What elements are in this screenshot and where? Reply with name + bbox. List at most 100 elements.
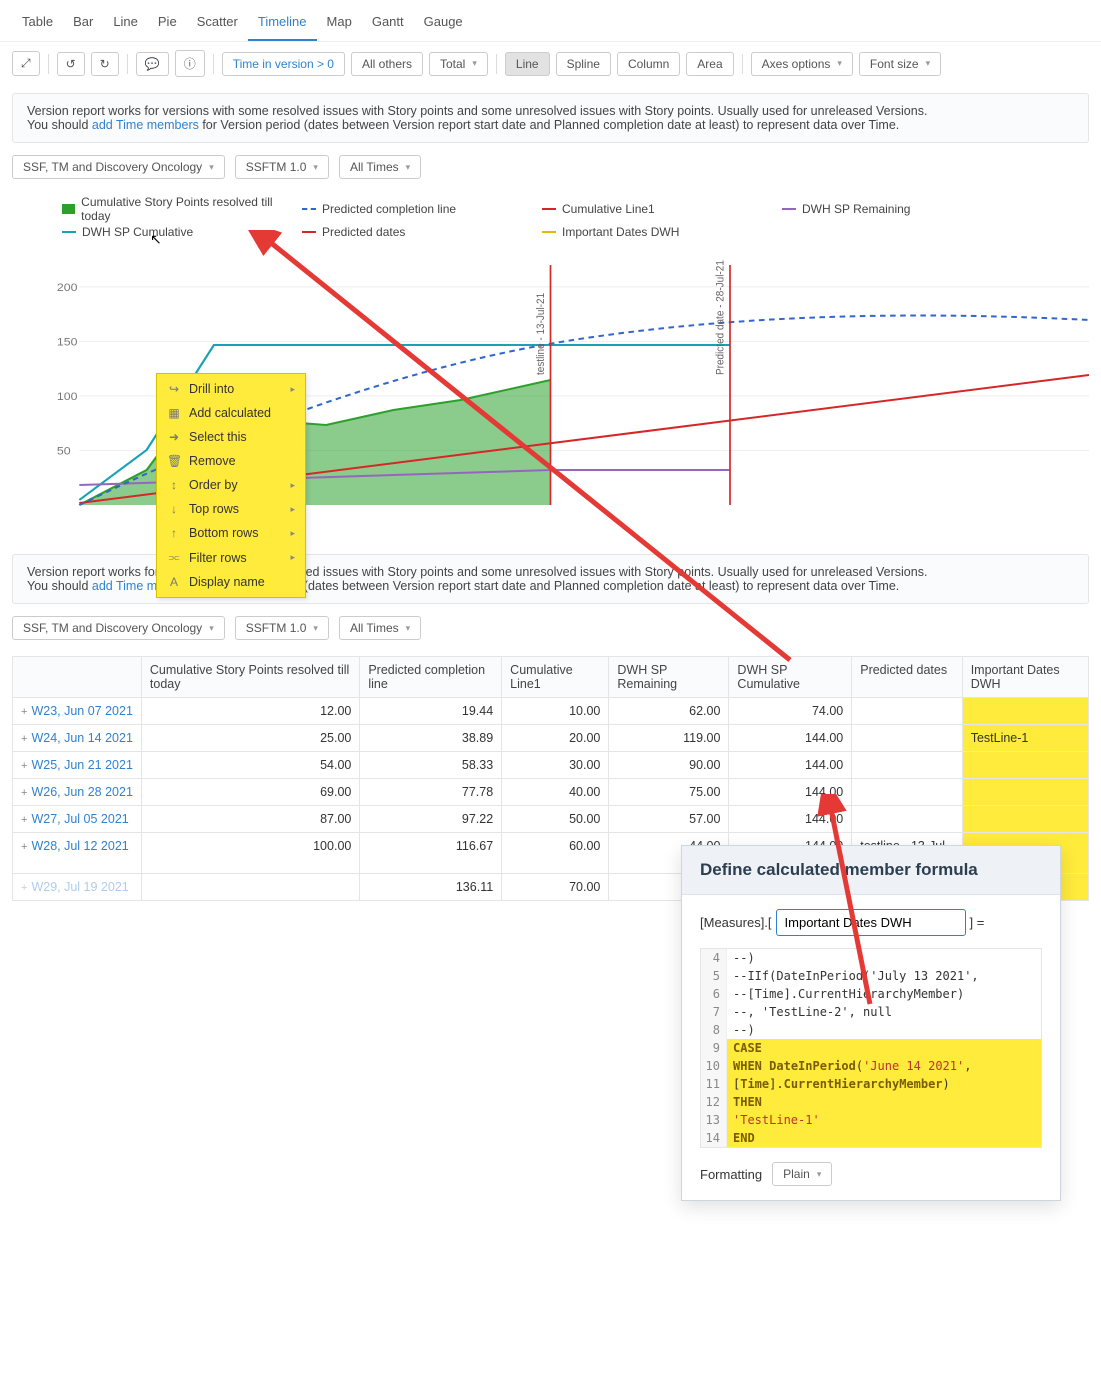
cell [852, 752, 962, 779]
ctx-bottom-rows[interactable]: ↑Bottom rows▸ [157, 521, 305, 545]
cell [852, 806, 962, 833]
cell: 69.00 [141, 779, 359, 806]
font-size-button[interactable]: Font size [859, 52, 941, 76]
ctx-remove[interactable]: 🗑Remove [157, 449, 305, 473]
code-editor[interactable]: 4--)5--IIf(DateInPeriod('July 13 2021',6… [700, 948, 1042, 1148]
tab-timeline[interactable]: Timeline [248, 8, 317, 41]
col-header[interactable]: Predicted completion line [360, 657, 502, 698]
ctx-drill-into[interactable]: ↪Drill into▸ [157, 377, 305, 401]
cell: 62.00 [609, 698, 729, 725]
tab-gauge[interactable]: Gauge [414, 8, 473, 41]
axes-options-button[interactable]: Axes options [751, 52, 853, 76]
col-header[interactable]: Important Dates DWH [962, 657, 1088, 698]
line-mode-button[interactable]: Line [505, 52, 550, 76]
cell: 10.00 [502, 698, 609, 725]
svg-text:50: 50 [57, 445, 71, 457]
legend-item[interactable]: DWH SP Cumulative [62, 225, 292, 239]
col-header[interactable]: DWH SP Cumulative [729, 657, 852, 698]
ctx-add-calculated[interactable]: ▦Add calculated [157, 401, 305, 425]
row-label[interactable]: W24, Jun 14 2021 [13, 725, 142, 752]
tab-table[interactable]: Table [12, 8, 63, 41]
info-icon[interactable]: ⓘ [175, 50, 205, 77]
cell: 90.00 [609, 752, 729, 779]
add-time-members-link[interactable]: add Time members [92, 118, 199, 132]
measure-prefix: [Measures].[ [700, 915, 772, 930]
comment-icon[interactable]: 💬 [136, 52, 169, 76]
cell [852, 779, 962, 806]
context-menu: ↪Drill into▸▦Add calculated➜Select this🗑… [156, 373, 306, 598]
row-label[interactable]: W23, Jun 07 2021 [13, 698, 142, 725]
col-header[interactable]: Cumulative Line1 [502, 657, 609, 698]
cell: 87.00 [141, 806, 359, 833]
table-row: W24, Jun 14 202125.0038.8920.00119.00144… [13, 725, 1089, 752]
legend-item[interactable]: Important Dates DWH [542, 225, 772, 239]
ctx-icon: ↑ [167, 526, 181, 540]
legend-item[interactable]: Predicted completion line [302, 195, 532, 223]
cell: 60.00 [502, 833, 609, 874]
page-filter-2[interactable]: SSFTM 1.0 [235, 155, 329, 179]
total-button[interactable]: Total [429, 52, 488, 76]
col-header[interactable]: DWH SP Remaining [609, 657, 729, 698]
cell [962, 698, 1088, 725]
table-row: W25, Jun 21 202154.0058.3330.0090.00144.… [13, 752, 1089, 779]
svg-text:200: 200 [57, 281, 78, 293]
spline-mode-button[interactable]: Spline [556, 52, 611, 76]
tab-scatter[interactable]: Scatter [187, 8, 248, 41]
ctx-icon: 🗑 [167, 454, 181, 468]
cell: 144.00 [729, 725, 852, 752]
all-others-button[interactable]: All others [351, 52, 423, 76]
ctx-filter-rows[interactable]: ⫗Filter rows▸ [157, 545, 305, 570]
area-mode-button[interactable]: Area [686, 52, 733, 76]
ctx-top-rows[interactable]: ↓Top rows▸ [157, 497, 305, 521]
legend: Cumulative Story Points resolved till to… [62, 195, 1089, 239]
page-filter-1[interactable]: SSF, TM and Discovery Oncology [12, 155, 225, 179]
tab-map[interactable]: Map [317, 8, 362, 41]
col-header[interactable] [13, 657, 142, 698]
page-filter-3b[interactable]: All Times [339, 616, 421, 640]
toolbar: ⤢ ↺ ↻ 💬 ⓘ Time in version > 0 All others… [0, 42, 1101, 85]
col-header[interactable]: Cumulative Story Points resolved till to… [141, 657, 359, 698]
cell: 100.00 [141, 833, 359, 874]
col-header[interactable]: Predicted dates [852, 657, 962, 698]
cell: 77.78 [360, 779, 502, 806]
page-filter-1b[interactable]: SSF, TM and Discovery Oncology [12, 616, 225, 640]
row-label[interactable]: W29, Jul 19 2021 [13, 874, 142, 901]
column-mode-button[interactable]: Column [617, 52, 680, 76]
tab-bar[interactable]: Bar [63, 8, 103, 41]
row-label[interactable]: W28, Jul 12 2021 [13, 833, 142, 874]
ctx-display-name[interactable]: ADisplay name [157, 570, 305, 594]
redo-icon[interactable]: ↻ [91, 52, 119, 76]
row-label[interactable]: W25, Jun 21 2021 [13, 752, 142, 779]
cell: TestLine-1 [962, 725, 1088, 752]
cell [141, 874, 359, 901]
cell: 30.00 [502, 752, 609, 779]
undo-icon[interactable]: ↺ [57, 52, 85, 76]
legend-item[interactable]: Cumulative Line1 [542, 195, 772, 223]
expand-icon[interactable]: ⤢ [12, 51, 40, 76]
row-label[interactable]: W27, Jul 05 2021 [13, 806, 142, 833]
filter-row: SSF, TM and Discovery Oncology SSFTM 1.0… [0, 151, 1101, 189]
cell [962, 806, 1088, 833]
page-filter-2b[interactable]: SSFTM 1.0 [235, 616, 329, 640]
legend-item[interactable]: Predicted dates [302, 225, 532, 239]
formatting-select[interactable]: Plain [772, 1162, 832, 1186]
cell: 136.11 [360, 874, 502, 901]
formula-dialog: Define calculated member formula [Measur… [681, 845, 1061, 1201]
table-row: W23, Jun 07 202112.0019.4410.0062.0074.0… [13, 698, 1089, 725]
tab-pie[interactable]: Pie [148, 8, 187, 41]
row-label[interactable]: W26, Jun 28 2021 [13, 779, 142, 806]
info-line-1: Version report works for versions with s… [27, 104, 1074, 118]
filter-row-2: SSF, TM and Discovery Oncology SSFTM 1.0… [0, 612, 1101, 650]
cell: 116.67 [360, 833, 502, 874]
time-filter-button[interactable]: Time in version > 0 [222, 52, 345, 76]
measure-name-input[interactable] [776, 909, 966, 936]
page-filter-3[interactable]: All Times [339, 155, 421, 179]
ctx-order-by[interactable]: ↕Order by▸ [157, 473, 305, 497]
legend-item[interactable]: Cumulative Story Points resolved till to… [62, 195, 292, 223]
ctx-select-this[interactable]: ➜Select this [157, 425, 305, 449]
chart-area: Cumulative Story Points resolved till to… [0, 195, 1101, 544]
legend-item[interactable]: DWH SP Remaining [782, 195, 1012, 223]
tab-line[interactable]: Line [103, 8, 148, 41]
tab-gantt[interactable]: Gantt [362, 8, 414, 41]
cell: 70.00 [502, 874, 609, 901]
